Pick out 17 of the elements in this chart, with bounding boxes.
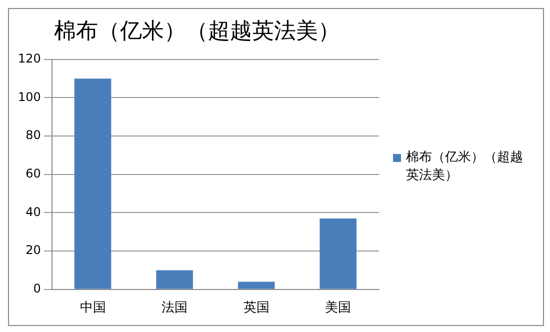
y-tick-label: 80: [26, 128, 41, 142]
y-tick-label: 20: [26, 243, 41, 258]
x-tick-label: 法国: [162, 300, 188, 316]
x-tick-label: 中国: [80, 300, 106, 316]
y-tick-label: 120: [18, 52, 41, 66]
legend-label: 棉布（亿米）（超越英法美）: [406, 149, 524, 185]
x-tick-label: 美国: [325, 300, 352, 316]
y-tick-label: 40: [26, 204, 41, 219]
bar: [320, 218, 357, 289]
chart-title: 棉布（亿米）（超越英法美）: [54, 18, 340, 44]
y-tick-label: 100: [18, 90, 41, 104]
bar: [74, 78, 112, 289]
y-tick-label: 0: [33, 282, 41, 296]
y-tick-label: 60: [26, 166, 41, 181]
bar: [156, 270, 193, 289]
bar: [238, 282, 275, 289]
x-tick-label: 英国: [243, 300, 270, 316]
